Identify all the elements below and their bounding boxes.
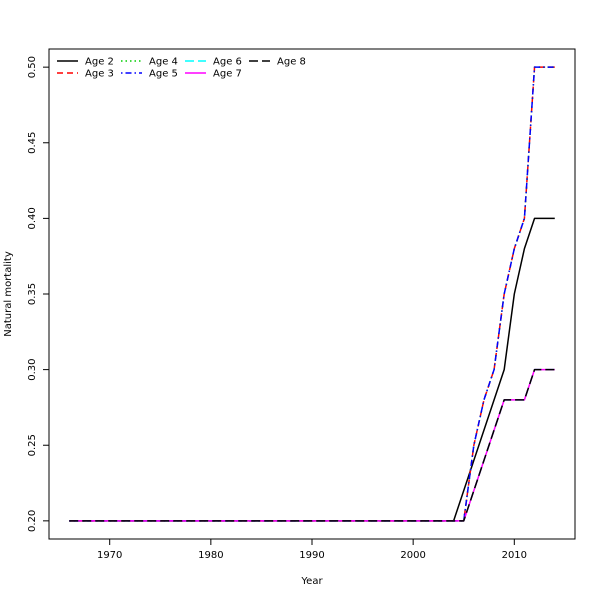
y-axis-title: Natural mortality (3, 251, 14, 337)
series-line-age-8 (69, 368, 555, 522)
y-tick-label: 0.20 (27, 510, 38, 532)
legend-label: Age 6 (213, 57, 242, 68)
legend-label: Age 3 (85, 69, 114, 80)
legend-label: Age 7 (213, 69, 242, 80)
y-tick-label: 0.40 (27, 207, 38, 229)
legend-label: Age 8 (277, 57, 306, 68)
x-tick-label: 1980 (198, 550, 223, 561)
y-tick-label: 0.35 (27, 283, 38, 305)
legend-label: Age 4 (149, 57, 178, 68)
y-tick-label: 0.30 (27, 358, 38, 380)
series-line-age-5 (69, 66, 555, 522)
x-tick-label: 1990 (299, 550, 324, 561)
y-axis: 0.20 0.25 0.30 0.35 0.40 0.45 0.50 (27, 56, 49, 532)
y-tick-label: 0.50 (27, 56, 38, 78)
x-tick-label: 2000 (400, 550, 425, 561)
y-tick-label: 0.25 (27, 434, 38, 456)
x-tick-label: 1970 (97, 550, 122, 561)
y-tick-label: 0.45 (27, 132, 38, 154)
plot-lines (69, 66, 555, 522)
legend-label: Age 2 (85, 57, 114, 68)
x-axis-title: Year (300, 576, 323, 587)
legend-label: Age 5 (149, 69, 178, 80)
x-axis: 1970 1980 1990 2000 2010 (97, 539, 527, 561)
x-tick-label: 2010 (502, 550, 527, 561)
